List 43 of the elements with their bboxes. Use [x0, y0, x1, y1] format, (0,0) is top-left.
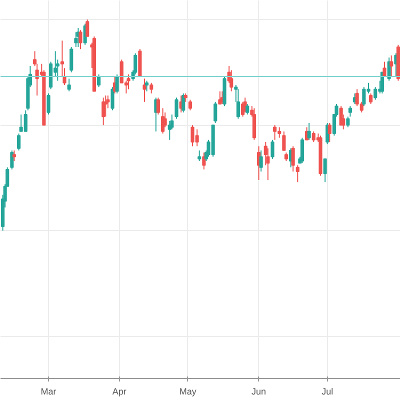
candlestick	[348, 106, 352, 118]
candlestick	[369, 92, 373, 104]
candlestick	[110, 86, 114, 111]
candlestick	[150, 82, 154, 94]
candlestick	[323, 158, 327, 183]
candlestick	[78, 30, 82, 50]
candlestick	[259, 150, 263, 172]
candlestick	[142, 78, 146, 102]
candlestick	[270, 139, 274, 160]
x-tick-label: Jul	[322, 386, 334, 396]
candlestick	[252, 108, 256, 140]
candlestick	[49, 61, 53, 90]
candlestick	[174, 97, 178, 120]
candlestick	[382, 61, 386, 78]
candlestick	[230, 70, 234, 92]
candlestick	[156, 97, 160, 116]
x-tick-label: Apr	[112, 386, 126, 396]
candlestick	[70, 46, 74, 73]
candlestick	[390, 54, 394, 78]
x-tick-label: Mar	[40, 386, 56, 396]
candlestick	[46, 92, 50, 116]
candlestick	[102, 97, 106, 126]
candlestick	[282, 130, 286, 151]
candlestick	[236, 88, 240, 120]
candlestick	[74, 32, 78, 48]
candlestick	[296, 164, 300, 183]
candlestick	[273, 124, 277, 140]
candlestick	[126, 74, 130, 90]
x-tick-label: Jun	[252, 386, 266, 396]
candlestick	[346, 116, 350, 128]
x-tick-label: May	[179, 386, 197, 396]
candlestick	[145, 80, 149, 92]
candlestick	[188, 99, 192, 111]
candlestick	[291, 146, 295, 172]
candlestick	[97, 74, 101, 88]
candlestick	[198, 150, 202, 162]
candlestick	[67, 78, 71, 92]
candlestick	[374, 86, 378, 100]
candlestick	[246, 103, 250, 116]
candlestick	[86, 19, 90, 37]
candlestick	[312, 130, 316, 142]
candlestick	[328, 122, 332, 142]
candlestick	[214, 101, 218, 124]
